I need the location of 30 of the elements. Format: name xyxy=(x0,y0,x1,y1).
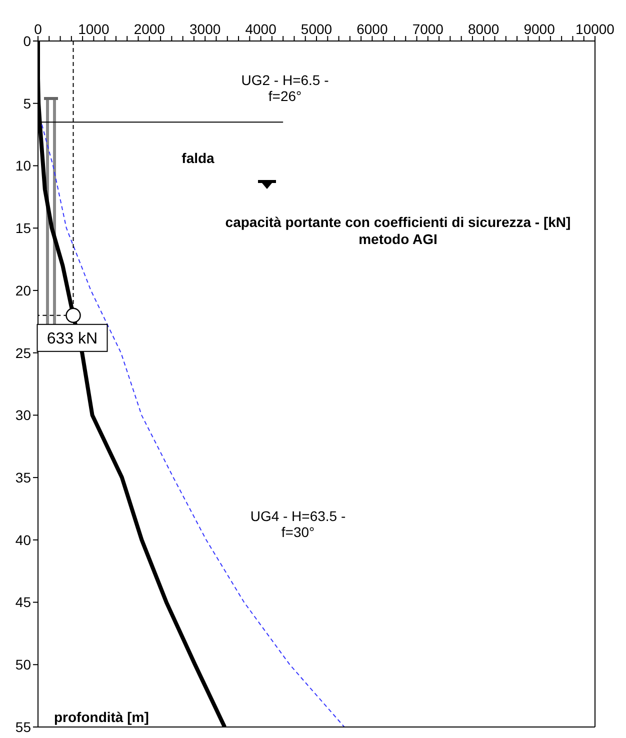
text: metodo AGI xyxy=(358,231,438,248)
y-tick-label: 45 xyxy=(15,594,32,610)
y-tick-label: 50 xyxy=(15,656,32,673)
annotation: falda xyxy=(180,150,216,166)
x-tick-label: 10000 xyxy=(576,21,615,37)
annotation: UG2 - H=6.5 - f=26° xyxy=(240,72,330,104)
y-tick-label: 30 xyxy=(15,407,32,424)
x-tick-label: 3000 xyxy=(190,21,221,37)
x-tick-label: 9000 xyxy=(524,21,556,37)
y-tick-label: 35 xyxy=(15,470,32,486)
y-tick-label: 55 xyxy=(15,718,32,735)
y-axis-title: profondità [m] xyxy=(54,709,149,725)
x-tick-label: 6000 xyxy=(356,21,388,37)
y-tick-label: 5 xyxy=(23,95,32,112)
y-tick-label: 0 xyxy=(23,32,32,49)
y-tick-label: 40 xyxy=(15,532,32,548)
x-tick-label: 2000 xyxy=(134,21,166,37)
x-tick-label: 8000 xyxy=(468,21,500,37)
x-tick-label: 5000 xyxy=(300,21,332,37)
annotation: 633 kN xyxy=(46,330,98,348)
x-tick-label: 7000 xyxy=(412,21,444,37)
x-tick-label: 4000 xyxy=(245,21,277,37)
annotation: UG4 - H=63.5 - f=30° xyxy=(249,508,347,540)
x-tick-label: 0 xyxy=(34,21,42,37)
y-tick-label: 10 xyxy=(15,158,32,174)
x-tick-label: 1000 xyxy=(78,21,110,37)
y-tick-label: 20 xyxy=(15,282,32,298)
y-tick-label: 25 xyxy=(15,344,32,361)
text: capacità portante con coefficienti di sicurezza - [kN] xyxy=(224,214,572,231)
y-tick-label: 15 xyxy=(15,220,32,236)
